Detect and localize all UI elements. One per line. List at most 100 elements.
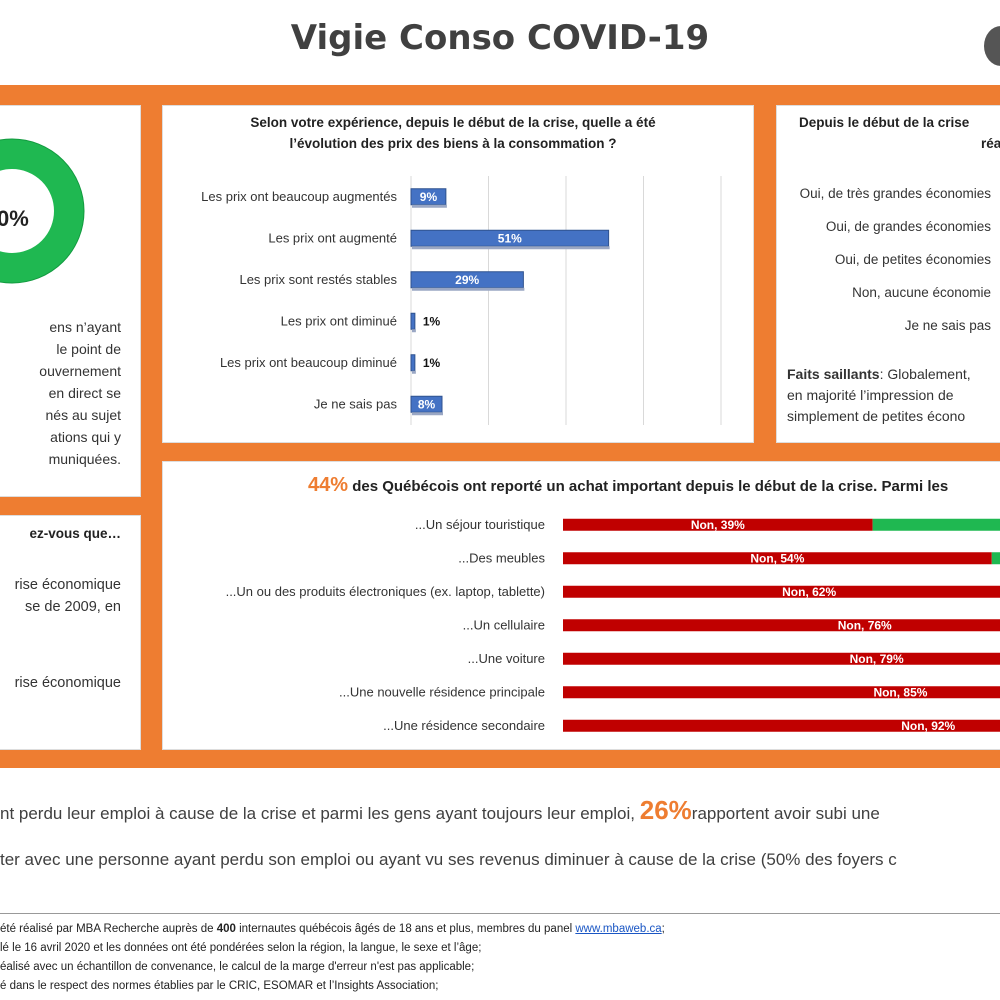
footer-text: été réalisé par MBA Recherche auprès de — [0, 923, 217, 935]
prix-bar-shadow — [412, 329, 416, 333]
bottom-statement-1: nt perdu leur emploi à cause de la crise… — [0, 795, 880, 826]
text-line: nés au sujet — [45, 407, 122, 423]
footer-line-3: éalisé avec un échantillon de convenance… — [0, 961, 475, 973]
achats-title-text: des Québécois ont reporté un achat impor… — [348, 478, 949, 495]
achats-bar-label: Non, 79% — [850, 652, 904, 666]
achats-category-label: ...Un séjour touristique — [415, 517, 545, 532]
achats-bar-label: Non, 85% — [873, 685, 927, 699]
title-line: Depuis le début de la crise — [799, 115, 970, 130]
achats-bar-non — [563, 552, 992, 565]
prix-bar-shadow — [412, 287, 525, 291]
prix-bar-label: 8% — [418, 397, 436, 411]
text-line: ouvernement — [39, 363, 121, 379]
prix-bar-shadow — [412, 204, 447, 208]
panel-link[interactable]: www.mbaweb.ca — [575, 923, 662, 935]
bottom-highlight-pct: 26% — [639, 795, 692, 825]
bottom-statement-2: ter avec une personne ayant perdu son em… — [0, 850, 897, 869]
prix-chart-panel: Selon votre expérience, depuis le début … — [162, 105, 754, 443]
footer-sample-size: 400 — [216, 923, 236, 935]
prix-category-label: Les prix ont beaucoup augmentés — [201, 189, 397, 204]
achats-category-label: ...Une résidence secondaire — [383, 718, 545, 733]
achats-bar-non — [563, 652, 1000, 665]
achats-title: 44% des Québécois ont reporté un achat i… — [308, 474, 948, 497]
prix-chart-title: Selon votre expérience, depuis le début … — [173, 112, 733, 154]
title-line: l’évolution des prix des biens à la cons… — [289, 136, 617, 151]
prix-bar-chart: Les prix ont beaucoup augmentés 9% Les pri… — [201, 176, 722, 425]
achats-bar-oui — [991, 552, 1000, 565]
prix-bar-shadow — [412, 412, 443, 416]
achats-bar-label: Non, 92% — [901, 719, 955, 733]
achats-bar-label: Non, 39% — [691, 518, 745, 532]
donut-ring — [0, 139, 84, 283]
faits-line: simplement de petites écono — [787, 408, 966, 424]
bottom-text: nt perdu leur emploi à cause de la crise… — [0, 804, 640, 823]
prix-category-label: Les prix sont restés stables — [239, 272, 397, 287]
footer-text: ; — [661, 923, 665, 935]
achats-category-label: ...Une nouvelle résidence principale — [339, 684, 545, 699]
text-line: en direct se — [48, 385, 121, 401]
left-panel-text: ens n’ayant le point de ouvernement en d… — [0, 316, 121, 470]
answer-1-line-1: rise économique — [14, 577, 121, 593]
achats-bar-non — [563, 719, 1000, 732]
achats-chart-panel: 44% des Québécois ont reporté un achat i… — [162, 461, 1000, 750]
left-donut-panel: 0% ens n’ayant le point de ouvernement e… — [0, 105, 141, 497]
bottom-text: rapportent avoir subi une — [691, 804, 880, 823]
achats-category-label: ...Des meubles — [458, 550, 545, 565]
page-title: Vigie Conso COVID-19 — [290, 18, 710, 58]
text-line: ations qui y — [50, 429, 121, 445]
prix-bar-label: 1% — [423, 314, 441, 328]
prix-bar-label: 51% — [498, 231, 522, 245]
footer-divider — [0, 913, 1000, 914]
prix-bar-shadow — [412, 246, 610, 250]
faits-line: en majorité l’impression de — [787, 387, 954, 403]
text-line: le point de — [56, 341, 121, 357]
prix-category-label: Les prix ont diminué — [281, 313, 397, 328]
prix-category-label: Les prix ont beaucoup diminué — [220, 355, 397, 370]
achats-bar-non — [563, 686, 1000, 699]
donut-value: 0% — [0, 206, 29, 231]
brand-logo — [984, 26, 1000, 66]
answer-1-line-2: se de 2009, en — [25, 599, 121, 615]
footer-line-2: lé le 16 avril 2020 et les données ont é… — [0, 942, 482, 954]
faits-line: : Globalement, — [879, 366, 971, 382]
achats-title-pct: 44% — [308, 474, 349, 496]
text-line: muniquées. — [48, 451, 121, 467]
achats-stacked-bar-chart: ...Un séjour touristique Non, 39% ...Des m… — [226, 517, 1000, 733]
achats-bar-label: Non, 62% — [782, 585, 836, 599]
eco-option-1: Oui, de très grandes économies — [799, 186, 991, 201]
prix-bar — [410, 312, 416, 330]
achats-bar-label: Non, 76% — [838, 618, 892, 632]
prix-bar-label: 1% — [423, 356, 441, 370]
text-line: ens n’ayant — [49, 319, 121, 335]
title-line: réa — [981, 136, 1000, 151]
faits-label: Faits saillants — [787, 366, 880, 382]
achats-category-label: ...Une voiture — [468, 651, 545, 666]
footer-line-4: é dans le respect des normes établies pa… — [0, 980, 439, 992]
prix-category-label: Les prix ont augmenté — [268, 230, 397, 245]
answer-2-line-1: rise économique — [14, 675, 121, 691]
eco-option-2: Oui, de grandes économies — [825, 219, 991, 234]
eco-option-3: Oui, de petites économies — [834, 252, 991, 267]
title-line: Selon votre expérience, depuis le début … — [250, 115, 656, 130]
achats-category-label: ...Un ou des produits électroniques (ex.… — [226, 584, 545, 599]
achats-bar-non — [563, 619, 1000, 632]
achats-category-label: ...Un cellulaire — [463, 617, 545, 632]
prix-category-label: Je ne sais pas — [314, 396, 398, 411]
eco-option-4: Non, aucune économie — [852, 285, 991, 300]
left-question-panel: ez-vous que… rise économique se de 2009,… — [0, 515, 141, 750]
footer-text: internautes québécois âgés de 18 ans et … — [235, 923, 576, 935]
achats-bar-non — [563, 585, 1000, 598]
faits-saillants: Faits saillants: Globalement, en majorit… — [787, 364, 1000, 427]
eco-option-5: Je ne sais pas — [904, 318, 991, 333]
achats-bar-label: Non, 54% — [750, 551, 804, 565]
economies-title: Depuis le début de la crise réa — [799, 112, 1000, 154]
prix-bar-label: 29% — [455, 273, 479, 287]
footer-line-1: été réalisé par MBA Recherche auprès de … — [0, 921, 1000, 937]
prix-bar-shadow — [412, 370, 416, 374]
donut-chart — [0, 136, 87, 286]
question-text: ez-vous que… — [29, 526, 121, 541]
achats-bar-non — [563, 518, 873, 531]
prix-bar — [410, 354, 416, 372]
prix-bar-label: 9% — [420, 190, 438, 204]
economies-panel: Depuis le début de la crise réa Oui, de … — [776, 105, 1000, 443]
